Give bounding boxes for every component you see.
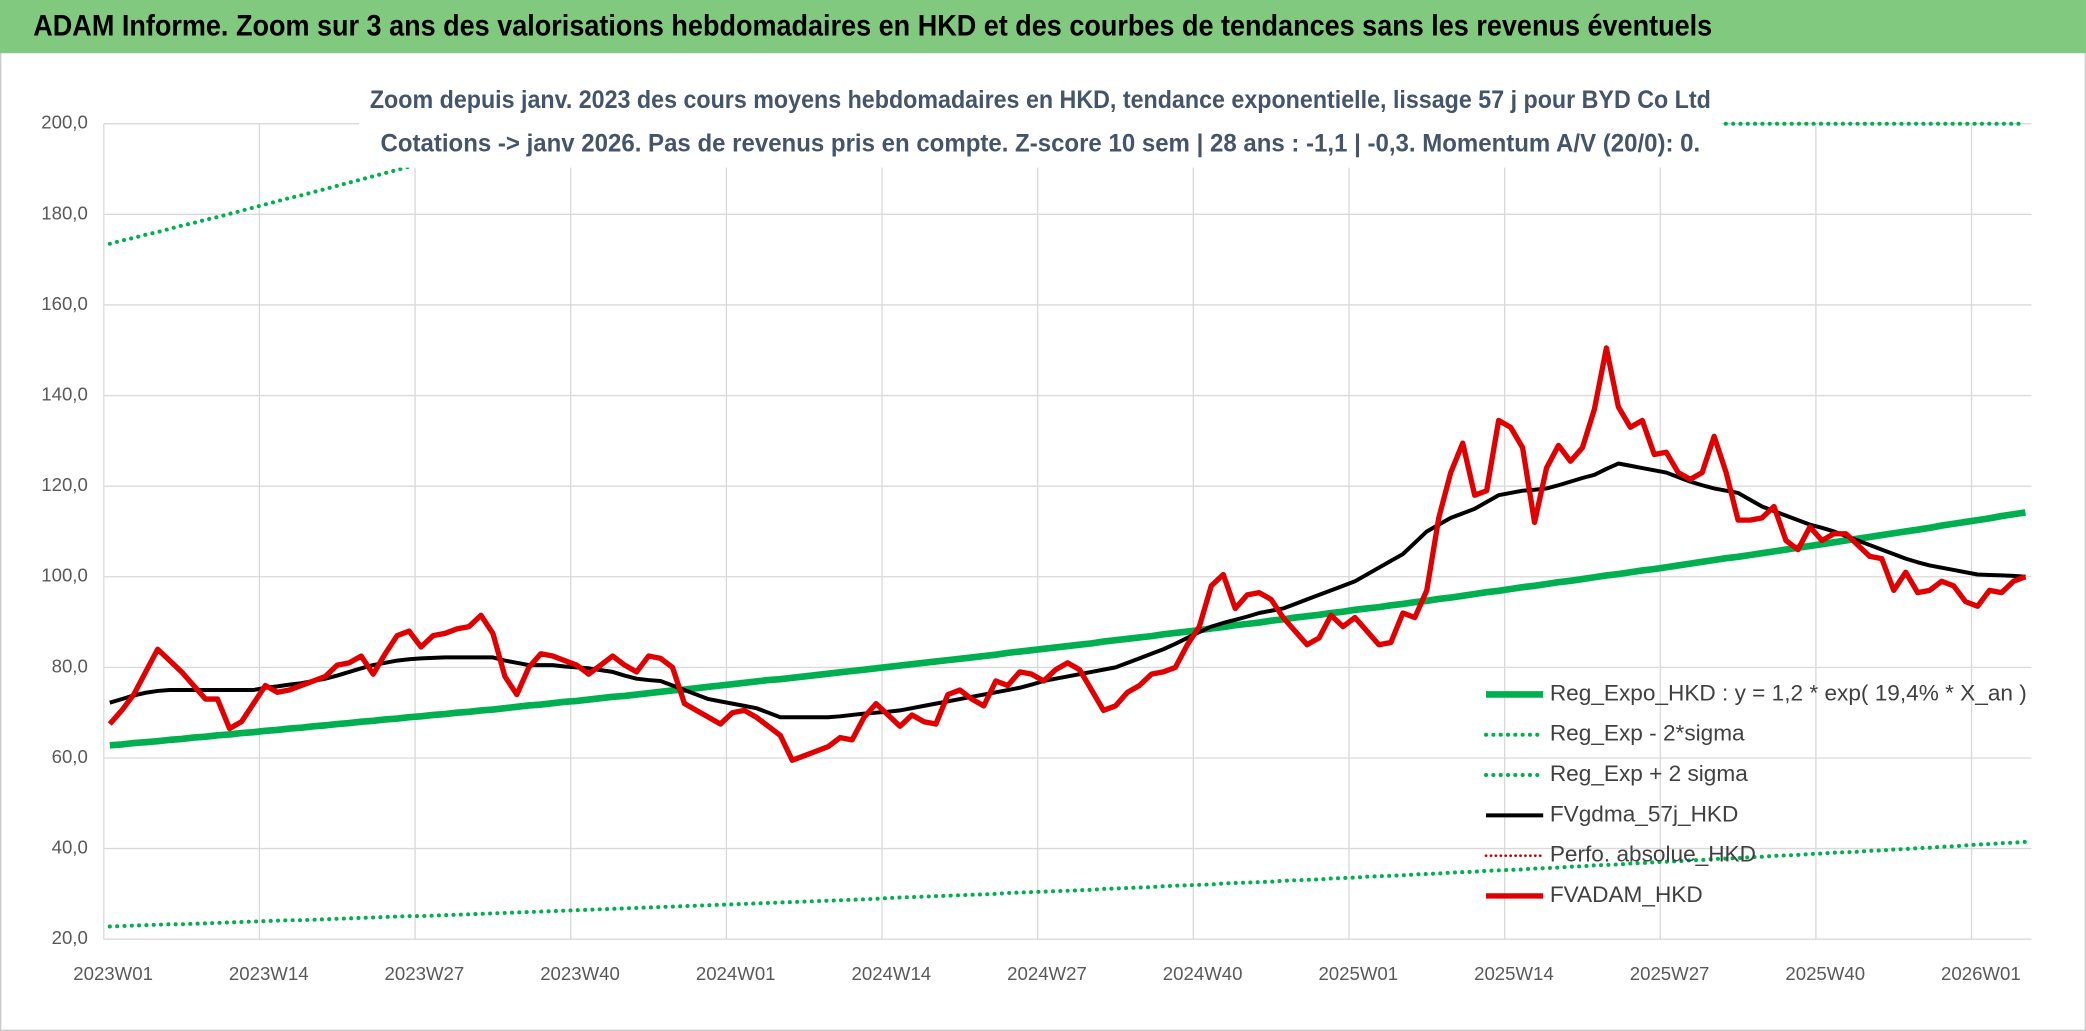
x-tick-label: 2025W01 — [1318, 963, 1398, 984]
x-tick-label: 2024W40 — [1163, 963, 1243, 984]
y-tick-label: 60,0 — [52, 746, 88, 767]
subtitle: Cotations -> janv 2026. Pas de revenus p… — [380, 130, 1700, 158]
series-line — [107, 839, 2028, 929]
x-tick-label: 2024W01 — [696, 963, 776, 984]
x-tick-label: 2025W27 — [1630, 963, 1710, 984]
x-tick-label: 2023W27 — [385, 963, 465, 984]
chart-title: ADAM Informe. Zoom sur 3 ans des valoris… — [33, 11, 1712, 43]
title-bar — [0, 0, 2086, 54]
legend-label: Perfo. absolue_HKD — [1550, 842, 1756, 867]
subtitle-box — [359, 77, 1722, 168]
y-tick-label: 40,0 — [52, 837, 88, 858]
legend-label: FVADAM_HKD — [1550, 882, 1703, 907]
y-tick-label: 160,0 — [41, 293, 88, 314]
legend: Reg_Expo_HKD : y = 1,2 * exp( 19,4% * X_… — [1484, 680, 2027, 907]
legend-label: Reg_Exp - 2*sigma — [1550, 721, 1745, 746]
subtitle: Zoom depuis janv. 2023 des cours moyens … — [370, 86, 1711, 114]
y-tick-label: 80,0 — [52, 655, 88, 676]
x-tick-label: 2023W01 — [73, 963, 153, 984]
y-tick-label: 200,0 — [41, 112, 88, 133]
y-tick-label: 100,0 — [41, 565, 88, 586]
y-tick-label: 180,0 — [41, 202, 88, 223]
x-tick-label: 2025W14 — [1474, 963, 1554, 984]
legend-label: FVgdma_57j_HKD — [1550, 801, 1739, 826]
x-tick-label: 2023W40 — [540, 963, 620, 984]
x-tick-label: 2024W14 — [852, 963, 932, 984]
series-line — [107, 345, 2027, 763]
y-tick-label: 140,0 — [41, 383, 88, 404]
series-line — [109, 509, 2026, 749]
legend-label: Reg_Exp + 2 sigma — [1550, 761, 1748, 786]
y-tick-label: 20,0 — [52, 927, 88, 948]
x-tick-label: 2026W01 — [1941, 963, 2021, 984]
x-tick-label: 2023W14 — [229, 963, 309, 984]
x-tick-label: 2025W40 — [1785, 963, 1865, 984]
legend-label: Reg_Expo_HKD : y = 1,2 * exp( 19,4% * X_… — [1550, 680, 2027, 705]
y-tick-label: 120,0 — [41, 474, 88, 495]
x-tick-label: 2024W27 — [1007, 963, 1087, 984]
series-line — [109, 461, 2026, 720]
